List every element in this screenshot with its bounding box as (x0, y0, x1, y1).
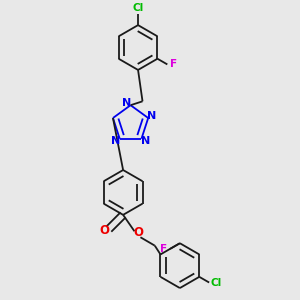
Text: F: F (170, 59, 177, 69)
Text: F: F (160, 244, 168, 254)
Text: O: O (133, 226, 143, 239)
Text: N: N (111, 136, 120, 146)
Text: N: N (141, 136, 150, 146)
Text: N: N (148, 111, 157, 121)
Text: Cl: Cl (210, 278, 222, 287)
Text: N: N (122, 98, 131, 108)
Text: O: O (100, 224, 110, 237)
Text: Cl: Cl (132, 3, 144, 13)
